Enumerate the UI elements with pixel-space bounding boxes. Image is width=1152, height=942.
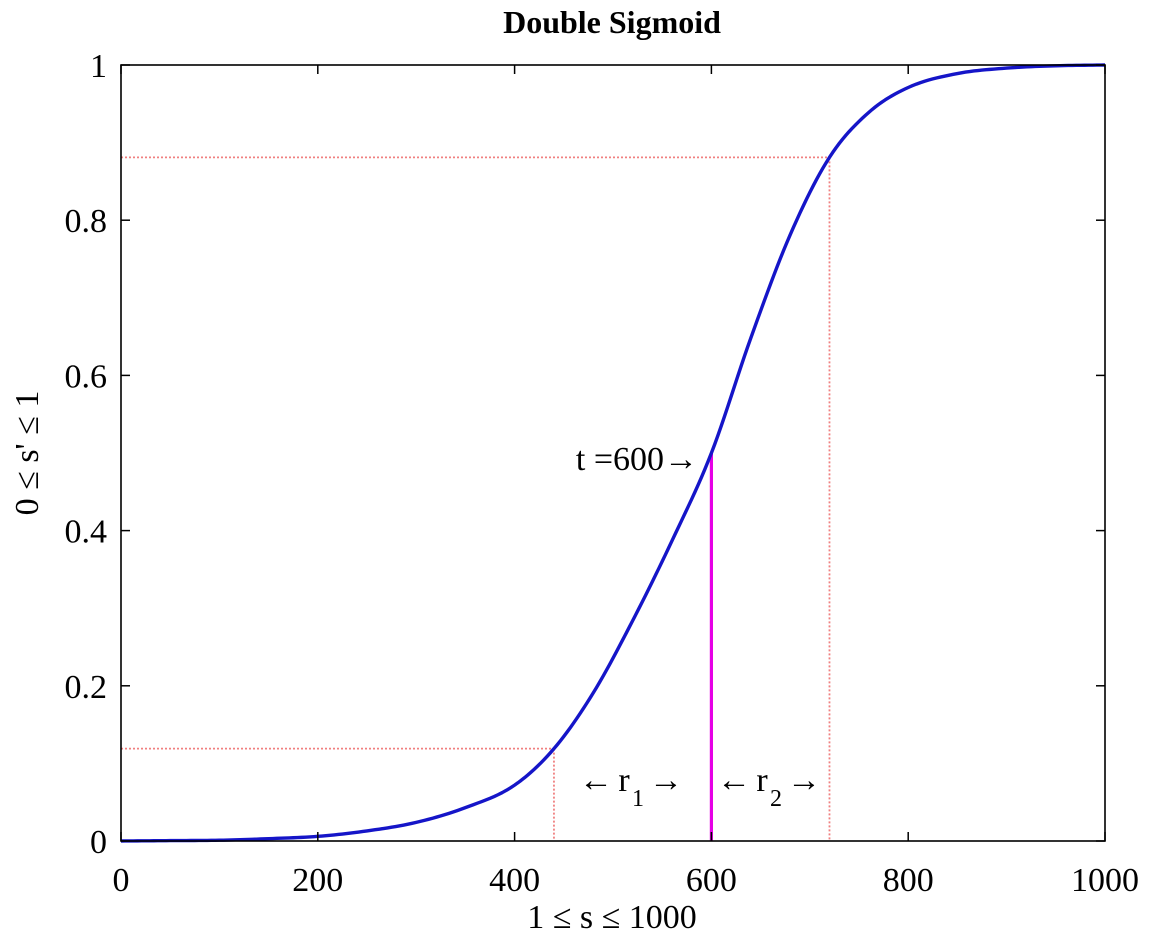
series-line-0: [120, 63, 1106, 843]
r1-label-left-arrow: ←: [579, 762, 613, 799]
y-tick-label: 0.8: [65, 203, 108, 240]
reference-lines: [121, 156, 831, 841]
x-tick-label: 800: [883, 862, 934, 899]
series-layer: [120, 63, 1106, 843]
x-tick-label: 200: [292, 862, 343, 899]
chart-title: Double Sigmoid: [503, 4, 721, 40]
r1-label: ← r 1 →: [579, 762, 683, 812]
x-tick-label: 600: [686, 862, 737, 899]
y-tick-label: 1: [90, 48, 107, 85]
y-tick-label: 0.2: [65, 669, 108, 706]
r2-label: ← r 2 →: [717, 762, 821, 812]
axis-ticks: 0 200 400 600 800 1000 0 0.2 0.4 0.6 0.8 1: [65, 48, 1140, 899]
r1-label-symbol: r: [618, 762, 630, 799]
y-tick-label: 0.6: [65, 358, 108, 395]
x-tick-label: 400: [489, 862, 540, 899]
t-threshold-label: t =600: [576, 441, 664, 478]
plot-frame: [120, 64, 1106, 842]
r2-label-left-arrow: ←: [717, 762, 751, 799]
x-tick-label: 0: [113, 862, 130, 899]
r2-label-subscript: 2: [770, 786, 782, 812]
r2-label-symbol: r: [756, 762, 768, 799]
r1-label-subscript: 1: [632, 786, 644, 812]
x-tick-label: 1000: [1071, 862, 1139, 899]
r1-label-right-arrow: →: [649, 762, 683, 799]
y-tick-label: 0: [90, 824, 107, 861]
plot-area: [121, 65, 1105, 841]
x-axis-label: 1 ≤ s ≤ 1000: [527, 899, 697, 936]
y-tick-label: 0.4: [65, 514, 108, 551]
y-axis-label: 0 ≤ s' ≤ 1: [9, 391, 46, 516]
annotations: t =600 →← r 1 → ← r 2 →: [576, 441, 821, 812]
t-threshold-arrow: →: [664, 441, 698, 478]
r2-label-right-arrow: →: [787, 762, 821, 799]
